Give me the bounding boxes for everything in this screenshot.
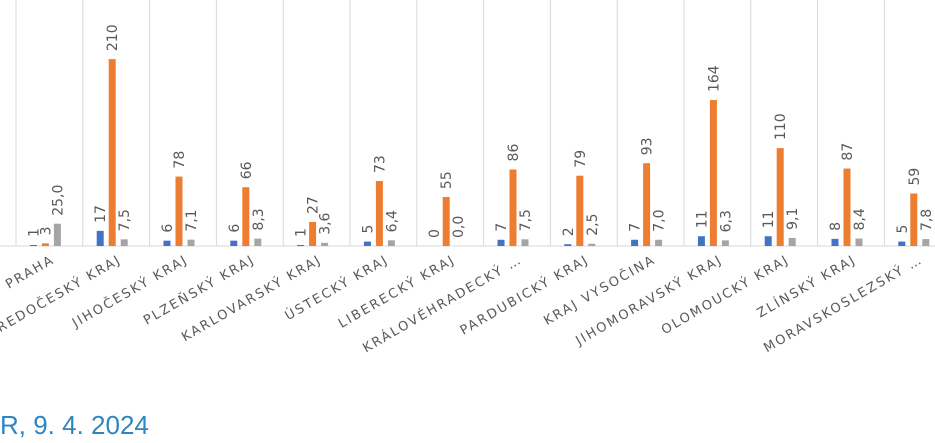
- data-label: 8,4: [852, 208, 868, 230]
- bar: [855, 238, 863, 246]
- data-label: 7,0: [652, 210, 668, 232]
- data-label: 55: [439, 171, 455, 189]
- bar: [163, 240, 171, 246]
- category-label: OLOMOUCKÝ KRAJ: [658, 252, 792, 338]
- bar: [375, 181, 383, 246]
- data-label: 3,6: [318, 212, 334, 234]
- data-label: 110: [773, 113, 789, 140]
- bar: [108, 59, 116, 246]
- bar: [254, 238, 262, 246]
- data-label: 7,5: [518, 209, 534, 231]
- data-label: 7: [494, 223, 510, 232]
- category-label: KRAJ VYSOČINA: [541, 252, 659, 329]
- bar: [788, 237, 796, 246]
- data-label: 6: [227, 224, 243, 233]
- bar: [321, 242, 329, 246]
- bar: [230, 240, 238, 246]
- bar: [53, 223, 61, 246]
- data-label: 93: [640, 137, 656, 155]
- bar: [655, 239, 663, 246]
- footer-date: R, 9. 4. 2024: [0, 410, 149, 440]
- category-label: PRAHA: [3, 252, 57, 292]
- data-label: 27: [306, 196, 322, 214]
- bars: [29, 59, 930, 246]
- bar: [309, 221, 317, 246]
- data-label: 3: [38, 226, 54, 235]
- data-label: 0: [427, 229, 443, 238]
- data-label: 11: [761, 210, 777, 228]
- bar: [242, 187, 250, 246]
- data-label: 210: [105, 24, 121, 51]
- data-label: 5: [895, 225, 911, 234]
- data-label: 6,3: [718, 210, 734, 232]
- bar: [96, 230, 104, 246]
- bar: [297, 245, 305, 246]
- bar: [764, 236, 772, 246]
- data-label: 7,5: [117, 209, 133, 231]
- data-label: 9,1: [785, 208, 801, 230]
- data-label: 87: [840, 143, 856, 161]
- bar: [898, 241, 906, 246]
- bar: [843, 168, 851, 246]
- data-label: 2: [561, 227, 577, 236]
- bar: [776, 148, 784, 246]
- data-label: 8,3: [251, 208, 267, 230]
- bar: [564, 244, 572, 246]
- data-label: 8: [828, 222, 844, 231]
- data-label: 73: [372, 155, 388, 173]
- bar: [187, 239, 195, 246]
- category-separators: [15, 0, 885, 246]
- bar: [442, 197, 450, 246]
- bar: [576, 175, 584, 246]
- data-label: 1: [26, 228, 42, 237]
- bar: [41, 243, 49, 246]
- bar: [910, 193, 918, 246]
- data-label: 7,1: [184, 209, 200, 231]
- data-label: 7: [628, 223, 644, 232]
- data-label: 0,0: [451, 216, 467, 238]
- data-label: 7,8: [919, 209, 935, 231]
- data-label: 17: [93, 205, 109, 223]
- data-label: 66: [239, 161, 255, 179]
- data-label: 1: [294, 228, 310, 237]
- bar: [721, 240, 729, 246]
- data-label: 2,5: [585, 214, 601, 236]
- data-label: 5: [360, 225, 376, 234]
- category-label: LIBERECKÝ KRAJ: [336, 252, 459, 332]
- bar: [497, 239, 505, 246]
- bar: [175, 176, 183, 246]
- bar: [29, 245, 37, 246]
- data-label: 6,4: [384, 210, 400, 232]
- category-label: PLZEŇSKÝ KRAJ: [141, 252, 258, 329]
- bar: [509, 169, 517, 246]
- data-label: 79: [573, 150, 589, 168]
- bar: [588, 243, 596, 246]
- data-label: 11: [694, 210, 710, 228]
- data-label: 59: [907, 168, 923, 186]
- bar: [831, 238, 839, 246]
- category-label: JIHOČESKÝ KRAJ: [69, 252, 191, 332]
- bar: [709, 100, 717, 246]
- bar: [922, 239, 930, 246]
- bar: [631, 239, 639, 246]
- data-label: 25,0: [50, 185, 66, 216]
- bar: [697, 236, 705, 246]
- bar: [387, 240, 395, 246]
- bar: [643, 163, 651, 246]
- bar: [521, 239, 529, 246]
- data-label: 6: [160, 224, 176, 233]
- bar: [363, 241, 371, 246]
- data-label: 78: [172, 151, 188, 169]
- bar: [120, 239, 128, 246]
- data-label: 86: [506, 144, 522, 162]
- data-label: 164: [706, 65, 722, 92]
